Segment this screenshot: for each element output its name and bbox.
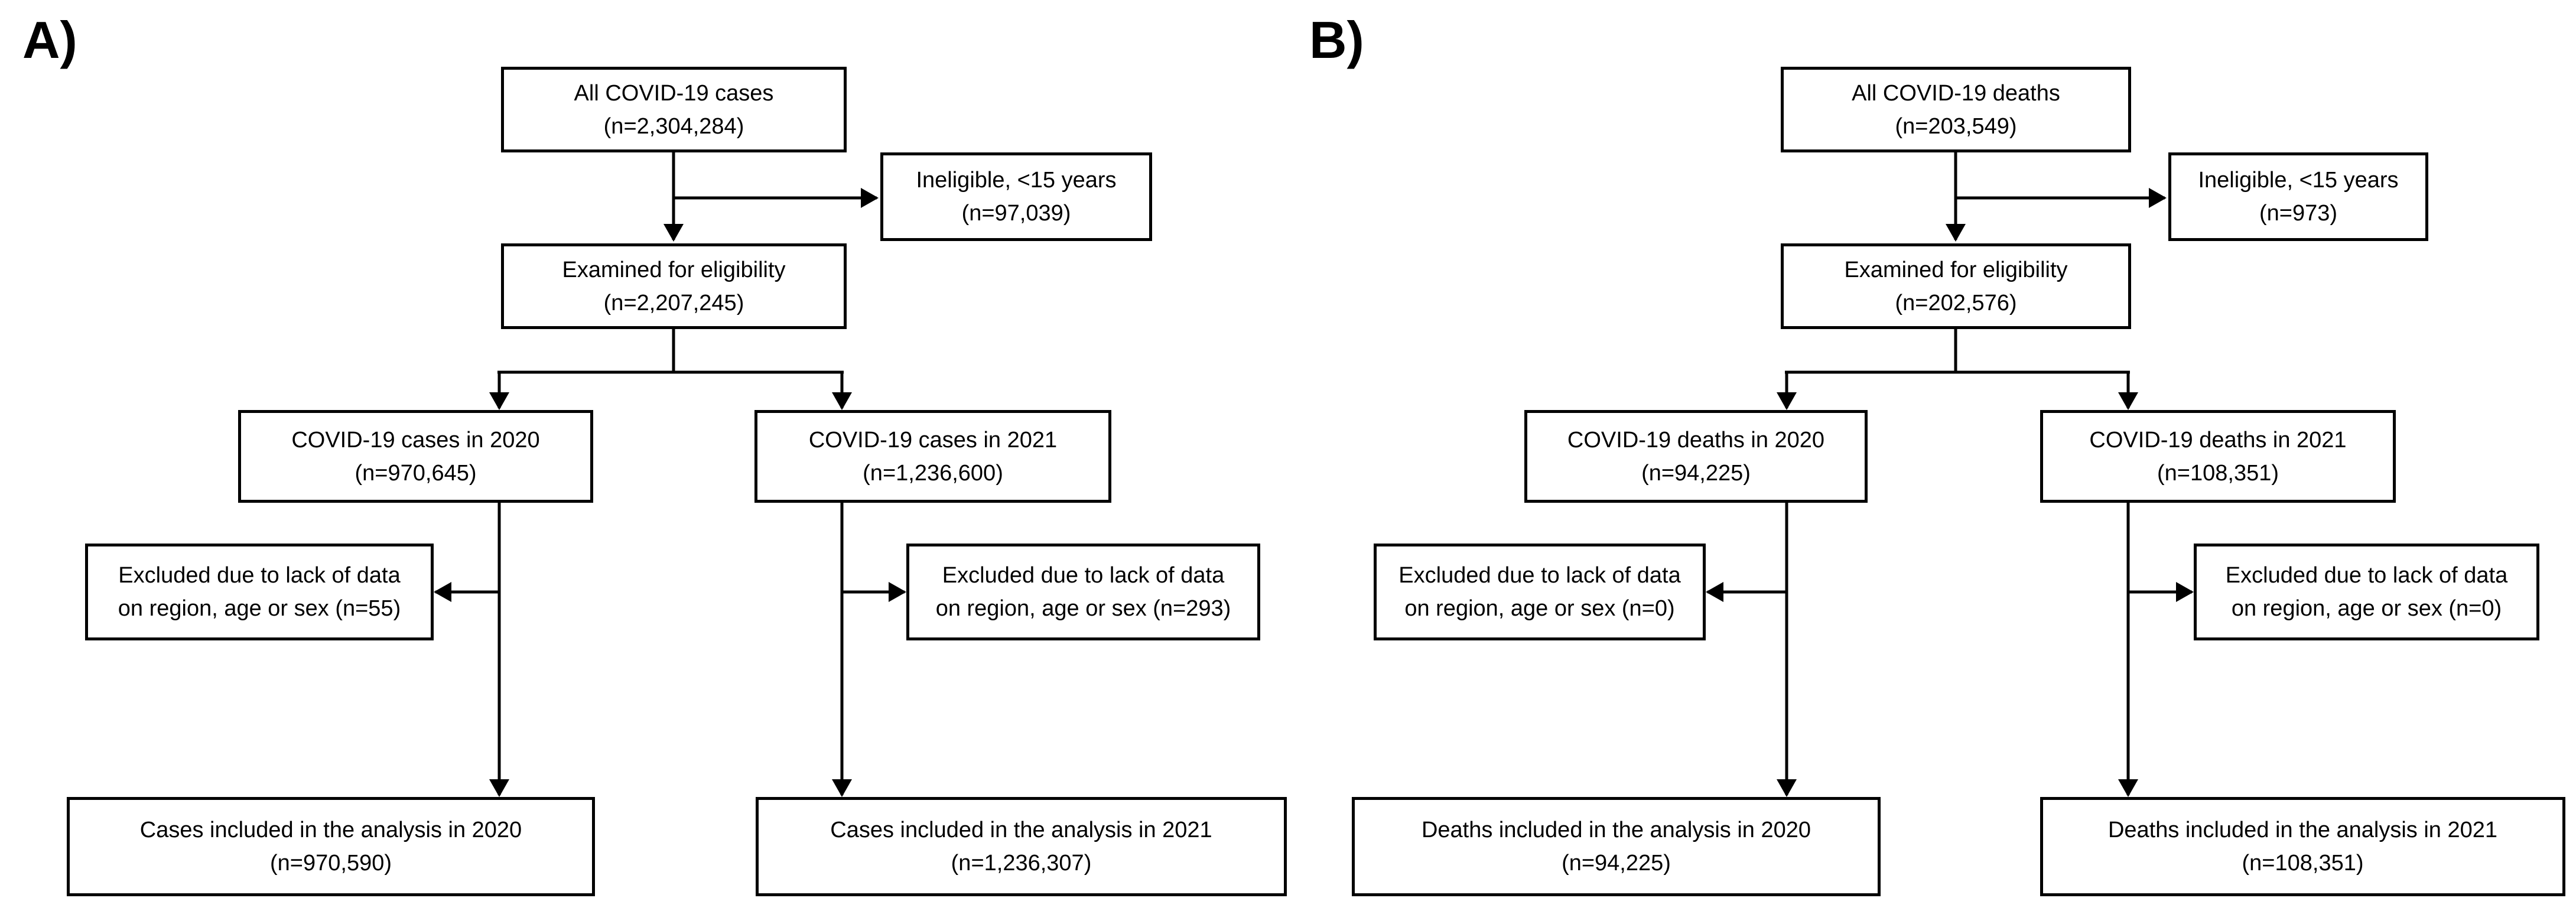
box-b-included-2020: Deaths included in the analysis in 2020 …: [1352, 797, 1881, 896]
box-b-ineligible: Ineligible, <15 years (n=973): [2168, 152, 2428, 241]
box-text-line1: All COVID-19 deaths: [1852, 80, 2060, 106]
box-text-line1: COVID-19 cases in 2020: [291, 427, 540, 453]
box-b-excluded-2021: Excluded due to lack of data on region, …: [2194, 544, 2539, 640]
panel-a-label: A): [22, 11, 77, 69]
box-b-excluded-2020: Excluded due to lack of data on region, …: [1374, 544, 1706, 640]
box-b-deaths-2020: COVID-19 deaths in 2020 (n=94,225): [1524, 410, 1868, 503]
box-b-deaths-2021: COVID-19 deaths in 2021 (n=108,351): [2040, 410, 2396, 503]
box-text-line2: (n=1,236,600): [863, 460, 1003, 486]
box-a-all-cases: All COVID-19 cases (n=2,304,284): [501, 67, 847, 152]
box-text-line1: Examined for eligibility: [1844, 257, 2068, 282]
box-text-line1: Cases included in the analysis in 2020: [139, 818, 522, 842]
panel-b-label: B): [1309, 11, 1364, 69]
box-text-line2: (n=973): [2259, 201, 2338, 226]
box-text-line2: on region, age or sex (n=0): [2231, 596, 2502, 621]
box-text-line1: Deaths included in the analysis in 2020: [1421, 818, 1811, 842]
box-text-line1: COVID-19 deaths in 2020: [1567, 427, 1825, 453]
box-text-line2: (n=1,236,307): [951, 851, 1092, 876]
box-a-ineligible: Ineligible, <15 years (n=97,039): [880, 152, 1152, 241]
box-text-line1: Excluded due to lack of data: [118, 563, 401, 588]
box-a-included-2021: Cases included in the analysis in 2021 (…: [756, 797, 1287, 896]
box-a-excluded-2020: Excluded due to lack of data on region, …: [85, 544, 434, 640]
box-a-cases-2020: COVID-19 cases in 2020 (n=970,645): [238, 410, 593, 503]
box-text-line1: Excluded due to lack of data: [942, 563, 1225, 588]
box-text-line1: Deaths included in the analysis in 2021: [2107, 818, 2498, 842]
box-text-line2: on region, age or sex (n=293): [935, 596, 1231, 621]
box-text-line2: (n=2,207,245): [603, 290, 744, 315]
box-text-line1: Cases included in the analysis in 2021: [830, 818, 1212, 842]
box-b-examined: Examined for eligibility (n=202,576): [1781, 243, 2131, 329]
box-text-line1: Ineligible, <15 years: [916, 168, 1117, 193]
box-a-excluded-2021: Excluded due to lack of data on region, …: [906, 544, 1260, 640]
box-text-line2: (n=108,351): [2157, 460, 2279, 486]
box-text-line1: Ineligible, <15 years: [2198, 168, 2399, 193]
box-text-line2: (n=203,549): [1895, 113, 2017, 139]
box-b-all-deaths: All COVID-19 deaths (n=203,549): [1781, 67, 2131, 152]
box-text-line1: Excluded due to lack of data: [1398, 563, 1681, 588]
box-text-line2: (n=2,304,284): [603, 113, 744, 139]
box-text-line1: All COVID-19 cases: [574, 80, 774, 106]
box-text-line2: (n=97,039): [961, 201, 1071, 226]
box-text-line1: COVID-19 deaths in 2021: [2089, 427, 2347, 453]
box-a-examined: Examined for eligibility (n=2,207,245): [501, 243, 847, 329]
box-text-line1: Excluded due to lack of data: [2225, 563, 2508, 588]
box-text-line2: on region, age or sex (n=55): [118, 596, 401, 621]
box-text-line2: (n=94,225): [1641, 460, 1751, 486]
box-text-line2: (n=970,645): [354, 460, 477, 486]
box-b-included-2021: Deaths included in the analysis in 2021 …: [2040, 797, 2565, 896]
box-text-line1: Examined for eligibility: [562, 257, 786, 282]
box-a-included-2020: Cases included in the analysis in 2020 (…: [67, 797, 595, 896]
box-text-line2: (n=202,576): [1895, 290, 2017, 315]
box-a-cases-2021: COVID-19 cases in 2021 (n=1,236,600): [754, 410, 1111, 503]
box-text-line1: COVID-19 cases in 2021: [808, 427, 1058, 453]
box-text-line2: (n=970,590): [270, 851, 392, 876]
box-text-line2: (n=94,225): [1562, 851, 1671, 876]
box-text-line2: (n=108,351): [2242, 851, 2364, 876]
box-text-line2: on region, age or sex (n=0): [1404, 596, 1675, 621]
